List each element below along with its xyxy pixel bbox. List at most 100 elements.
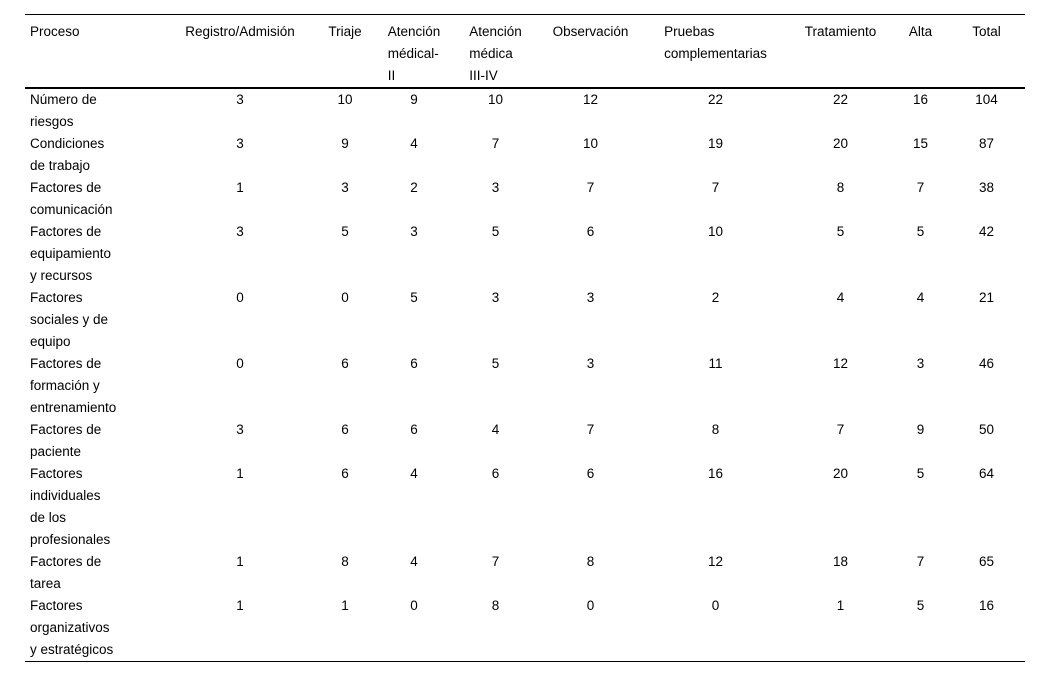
column-header-label: Atención médica III-IV xyxy=(469,24,522,83)
value-cell: 6 xyxy=(491,466,500,481)
value-cell: 7 xyxy=(586,180,595,195)
table-row: Factores de comunicación 1 3 2 3 7 7 8 7 38 xyxy=(25,177,1025,221)
value-cell: 3 xyxy=(236,136,244,151)
row-label: Factores organizativos y estratégicos xyxy=(30,598,114,657)
value-cell: 3 xyxy=(410,224,418,239)
value-cell: 7 xyxy=(491,136,500,151)
value-cell: 15 xyxy=(912,136,929,151)
row-label: Factores de tarea xyxy=(30,554,102,591)
value-cell: 0 xyxy=(341,290,349,305)
value-cell: 3 xyxy=(586,290,595,305)
risk-by-process-table: Proceso Registro/Admisión Triaje Atención m… xyxy=(25,14,1025,662)
value-cell: 4 xyxy=(491,422,500,437)
table-header: Proceso Registro/Admisión Triaje Atención m… xyxy=(25,14,1025,89)
value-cell: 5 xyxy=(341,224,349,239)
value-cell: 3 xyxy=(586,356,595,371)
column-header: Observación xyxy=(538,14,643,89)
value-cell: 38 xyxy=(978,180,995,195)
value-cell: 16 xyxy=(912,92,929,107)
value-cell: 21 xyxy=(978,290,995,305)
column-header-label: Total xyxy=(972,24,1001,39)
value-cell: 3 xyxy=(236,92,244,107)
row-label: Factores sociales y de equipo xyxy=(30,290,109,349)
value-cell: 4 xyxy=(410,554,418,569)
value-cell: 10 xyxy=(487,92,504,107)
table-row: Factores de equipamiento y recursos 3 5 3 5 6… xyxy=(25,221,1025,287)
column-header: Pruebas complementarias xyxy=(643,14,788,89)
value-cell: 3 xyxy=(491,180,500,195)
value-cell: 0 xyxy=(410,598,418,613)
value-cell: 5 xyxy=(916,598,925,613)
row-label: Factores de formación y entrenamiento xyxy=(30,356,117,415)
value-cell: 12 xyxy=(707,554,724,569)
row-label: Condiciones de trabajo xyxy=(30,136,105,173)
value-cell: 20 xyxy=(832,136,849,151)
column-header: Atención médical- II xyxy=(375,14,453,89)
value-cell: 12 xyxy=(582,92,599,107)
value-cell: 4 xyxy=(836,290,845,305)
column-header-label: Alta xyxy=(908,24,933,39)
row-label: Factores de equipamiento y recursos xyxy=(30,224,112,283)
value-cell: 9 xyxy=(341,136,349,151)
value-cell: 6 xyxy=(410,356,418,371)
value-cell: 4 xyxy=(410,466,418,481)
value-cell: 7 xyxy=(916,180,925,195)
value-cell: 3 xyxy=(916,356,925,371)
value-cell: 11 xyxy=(708,356,723,371)
value-cell: 12 xyxy=(832,356,849,371)
value-cell: 7 xyxy=(711,180,720,195)
column-header: Registro/Admisión xyxy=(165,14,315,89)
value-cell: 8 xyxy=(711,422,720,437)
value-cell: 0 xyxy=(236,356,244,371)
value-cell: 5 xyxy=(491,356,500,371)
value-cell: 5 xyxy=(916,224,925,239)
value-cell: 5 xyxy=(491,224,500,239)
value-cell: 8 xyxy=(341,554,349,569)
column-header: Alta xyxy=(893,14,948,89)
value-cell: 5 xyxy=(410,290,418,305)
value-cell: 22 xyxy=(707,92,724,107)
value-cell: 7 xyxy=(586,422,595,437)
value-cell: 9 xyxy=(410,92,418,107)
value-cell: 1 xyxy=(236,180,244,195)
column-header-label: Proceso xyxy=(30,24,80,39)
value-cell: 42 xyxy=(978,224,995,239)
value-cell: 1 xyxy=(341,598,349,613)
value-cell: 104 xyxy=(975,92,998,107)
value-cell: 1 xyxy=(236,554,244,569)
value-cell: 7 xyxy=(836,422,845,437)
column-header: Proceso xyxy=(25,14,165,89)
value-cell: 1 xyxy=(236,466,244,481)
value-cell: 50 xyxy=(978,422,995,437)
value-cell: 5 xyxy=(836,224,845,239)
value-cell: 1 xyxy=(836,598,845,613)
column-header: Tratamiento xyxy=(788,14,893,89)
column-header-label: Tratamiento xyxy=(804,24,877,39)
value-cell: 7 xyxy=(916,554,925,569)
value-cell: 4 xyxy=(916,290,925,305)
value-cell: 46 xyxy=(978,356,995,371)
table-row: Factores de paciente 3 6 6 4 7 8 7 9 50 xyxy=(25,419,1025,463)
table-row: Factores individuales de los profesional… xyxy=(25,463,1025,551)
value-cell: 87 xyxy=(978,136,995,151)
value-cell: 3 xyxy=(236,422,244,437)
value-cell: 6 xyxy=(341,356,349,371)
table-body: Número de riesgos 3 10 9 10 12 22 22 16 104 Condic… xyxy=(25,88,1025,662)
value-cell: 8 xyxy=(491,598,500,613)
table-figure: Proceso Registro/Admisión Triaje Atención m… xyxy=(25,14,1025,662)
value-cell: 6 xyxy=(410,422,418,437)
table-row: Factores sociales y de equipo 0 0 5 3 3 2 4 4 21 xyxy=(25,287,1025,353)
value-cell: 10 xyxy=(337,92,353,107)
value-cell: 0 xyxy=(711,598,720,613)
value-cell: 3 xyxy=(236,224,244,239)
table-row: Condiciones de trabajo 3 9 4 7 10 19 20 15 87 xyxy=(25,133,1025,177)
column-header: Total xyxy=(948,14,1025,89)
value-cell: 22 xyxy=(832,92,849,107)
value-cell: 16 xyxy=(707,466,724,481)
column-header-label: Observación xyxy=(552,24,629,39)
value-cell: 4 xyxy=(410,136,418,151)
value-cell: 6 xyxy=(586,466,595,481)
value-cell: 18 xyxy=(832,554,849,569)
value-cell: 19 xyxy=(707,136,724,151)
value-cell: 3 xyxy=(341,180,349,195)
